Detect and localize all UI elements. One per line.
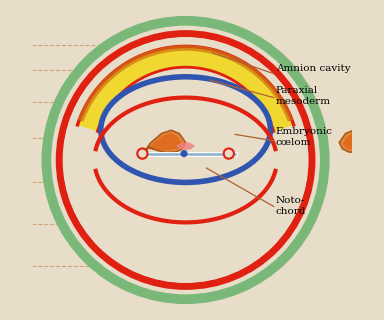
- Text: cœlom: cœlom: [276, 138, 311, 147]
- Circle shape: [59, 34, 312, 286]
- Polygon shape: [176, 142, 195, 150]
- Polygon shape: [339, 130, 382, 155]
- Text: Amnion cavity: Amnion cavity: [276, 64, 351, 73]
- Polygon shape: [78, 46, 294, 131]
- Circle shape: [223, 148, 234, 159]
- Circle shape: [181, 151, 187, 156]
- Polygon shape: [343, 133, 381, 154]
- Circle shape: [137, 148, 147, 159]
- Text: chord: chord: [276, 207, 306, 216]
- Text: mesoderm: mesoderm: [276, 97, 331, 106]
- Circle shape: [46, 21, 325, 299]
- Text: Noto-: Noto-: [276, 196, 305, 204]
- Polygon shape: [142, 130, 185, 155]
- Ellipse shape: [101, 77, 270, 182]
- Circle shape: [63, 37, 308, 283]
- Text: Embryonic: Embryonic: [276, 127, 333, 136]
- Polygon shape: [144, 133, 182, 154]
- Text: Paraxial: Paraxial: [276, 86, 318, 95]
